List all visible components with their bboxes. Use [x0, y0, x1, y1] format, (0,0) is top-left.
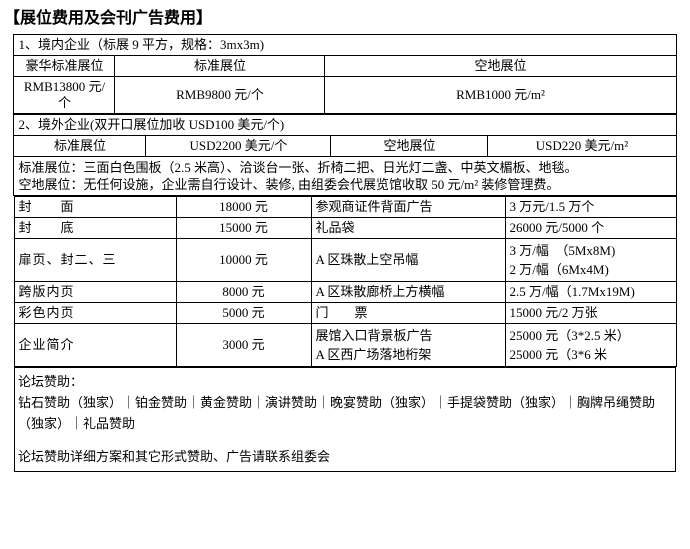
ad-desc-6-line1: 展馆入口背景板广告 — [315, 328, 433, 343]
table-row: 2、境外企业(双开口展位加收 USD100 美元/个) — [13, 114, 677, 136]
table-row: 封 面 18000 元 参观商证件背面广告 3 万元/1.5 万个 — [13, 196, 677, 218]
ad-desc-5: 门 票 — [310, 302, 506, 324]
ad-desc-price-6-line1: 25000 元（3*2.5 米） — [509, 328, 630, 343]
table-row: 标准展位 USD2200 美元/个 空地展位 USD220 美元/m² — [13, 135, 677, 157]
ad-label-3: 扉页、封二、三 — [13, 238, 177, 282]
overseas-booth-table: 2、境外企业(双开口展位加收 USD100 美元/个) 标准展位 USD2200… — [13, 114, 677, 196]
domestic-price-3: RMB1000 元/m² — [324, 76, 677, 114]
table-row: 标准展位：三面白色围板（2.5 米高）、洽谈台一张、折椅二把、日光灯二盏、中英文… — [13, 156, 677, 176]
overseas-cell-2: USD2200 美元/个 — [145, 135, 332, 157]
ad-desc-price-3: 3 万/幅 （5Mx8M) 2 万/幅（6Mx4M) — [504, 238, 677, 282]
ad-price-4: 8000 元 — [175, 281, 312, 303]
table-row: RMB13800 元/个 RMB9800 元/个 RMB1000 元/m² — [13, 76, 677, 114]
domestic-col-header-2: 标准展位 — [114, 55, 326, 77]
table-row: 空地展位：无任何设施，企业需自行设计、装修, 由组委会代展览馆收取 50 元/m… — [13, 176, 677, 196]
domestic-heading: 1、境内企业（标展 9 平方，规格：3mx3m) — [13, 34, 677, 56]
overseas-cell-4: USD220 美元/m² — [487, 135, 677, 157]
ad-desc-price-6-line2: 25000 元（3*6 米 — [509, 347, 608, 362]
ad-desc-6-line2: A 区西广场落地桁架 — [315, 347, 432, 362]
ad-desc-4: A 区珠散廊桥上方横幅 — [310, 281, 506, 303]
table-row: 扉页、封二、三 10000 元 A 区珠散上空吊幅 3 万/幅 （5Mx8M) … — [13, 238, 677, 282]
ad-price-6: 3000 元 — [175, 323, 312, 367]
ad-label-2: 封 底 — [13, 217, 177, 239]
domestic-col-header-1: 豪华标准展位 — [13, 55, 116, 77]
ad-desc-2: 礼品袋 — [310, 217, 506, 239]
ad-label-4: 跨版内页 — [13, 281, 177, 303]
sponsorship-block: 论坛赞助： 钻石赞助（独家）｜铂金赞助｜黄金赞助｜演讲赞助｜晚宴赞助（独家）｜手… — [14, 367, 676, 472]
ad-desc-1: 参观商证件背面广告 — [310, 196, 506, 218]
overseas-note-raw-space: 空地展位：无任何设施，企业需自行设计、装修, 由组委会代展览馆收取 50 元/m… — [13, 176, 677, 196]
table-row: 企业简介 3000 元 展馆入口背景板广告 A 区西广场落地桁架 25000 元… — [13, 323, 677, 367]
sponsorship-heading: 论坛赞助： — [18, 374, 84, 389]
table-row: 彩色内页 5000 元 门 票 15000 元/2 万张 — [13, 302, 677, 324]
advertising-rate-table: 封 面 18000 元 参观商证件背面广告 3 万元/1.5 万个 封 底 15… — [13, 196, 677, 367]
domestic-col-header-3: 空地展位 — [324, 55, 677, 77]
sponsorship-items: 钻石赞助（独家）｜铂金赞助｜黄金赞助｜演讲赞助｜晚宴赞助（独家）｜手提袋赞助（独… — [18, 395, 656, 431]
table-row: 1、境内企业（标展 9 平方，规格：3mx3m) — [13, 34, 677, 56]
domestic-booth-table: 1、境内企业（标展 9 平方，规格：3mx3m) 豪华标准展位 标准展位 空地展… — [13, 34, 677, 114]
ad-desc-price-5: 15000 元/2 万张 — [504, 302, 677, 324]
ad-desc-price-2: 26000 元/5000 个 — [504, 217, 677, 239]
ad-desc-price-3-line1: 3 万/幅 （5Mx8M) — [509, 243, 616, 258]
domestic-price-1: RMB13800 元/个 — [13, 76, 116, 114]
ad-price-1: 18000 元 — [175, 196, 312, 218]
overseas-cell-3: 空地展位 — [330, 135, 489, 157]
sponsorship-footer: 论坛赞助详细方案和其它形式赞助、广告请联系组委会 — [18, 449, 331, 464]
ad-desc-price-3-line2: 2 万/幅（6Mx4M) — [509, 262, 609, 277]
table-row: 封 底 15000 元 礼品袋 26000 元/5000 个 — [13, 217, 677, 239]
ad-desc-6: 展馆入口背景板广告 A 区西广场落地桁架 — [310, 323, 506, 367]
ad-desc-price-1: 3 万元/1.5 万个 — [504, 196, 677, 218]
page-title: 【展位费用及会刊广告费用】 — [4, 8, 213, 27]
overseas-cell-1: 标准展位 — [13, 135, 147, 157]
ad-price-5: 5000 元 — [175, 302, 312, 324]
overseas-heading: 2、境外企业(双开口展位加收 USD100 美元/个) — [13, 114, 677, 136]
table-row: 跨版内页 8000 元 A 区珠散廊桥上方横幅 2.5 万/幅（1.7Mx19M… — [13, 281, 677, 303]
sponsorship-spacer — [18, 434, 673, 446]
ad-price-2: 15000 元 — [175, 217, 312, 239]
ad-label-1: 封 面 — [13, 196, 177, 218]
overseas-note-standard: 标准展位：三面白色围板（2.5 米高）、洽谈台一张、折椅二把、日光灯二盏、中英文… — [13, 156, 677, 176]
ad-desc-price-4: 2.5 万/幅（1.7Mx19M) — [504, 281, 677, 303]
domestic-price-2: RMB9800 元/个 — [114, 76, 326, 114]
ad-desc-price-6: 25000 元（3*2.5 米） 25000 元（3*6 米 — [504, 323, 677, 367]
ad-price-3: 10000 元 — [175, 238, 312, 282]
table-row: 豪华标准展位 标准展位 空地展位 — [13, 55, 677, 77]
ad-desc-3: A 区珠散上空吊幅 — [310, 238, 506, 282]
ad-label-6: 企业简介 — [13, 323, 177, 367]
ad-label-5: 彩色内页 — [13, 302, 177, 324]
